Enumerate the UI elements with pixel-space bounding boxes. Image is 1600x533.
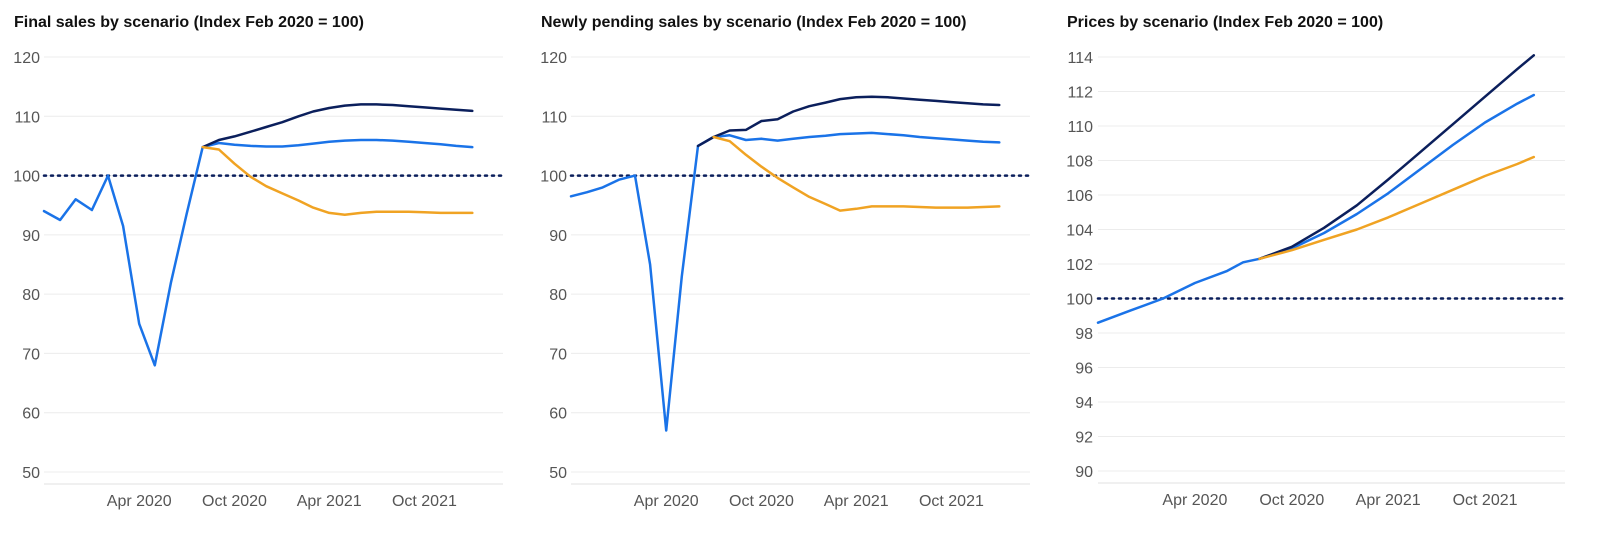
y-tick-label: 50 bbox=[22, 465, 40, 482]
x-tick-label: Oct 2021 bbox=[1453, 492, 1518, 509]
y-tick-label: 100 bbox=[540, 169, 567, 186]
series-line bbox=[201, 103, 474, 149]
chart-title: Final sales by scenario (Index Feb 2020 … bbox=[14, 14, 364, 31]
newly-pending-sales-chart: Newly pending sales by scenario (Index F… bbox=[527, 0, 1047, 533]
series-line bbox=[1258, 155, 1536, 261]
series-line bbox=[696, 95, 1001, 148]
prices-plot: 90 92 94 96 98 100 102 104 106 108 110 112 114 Apr 20… bbox=[1066, 50, 1567, 509]
y-tick-label: 106 bbox=[1066, 188, 1093, 205]
x-tick-label: Oct 2020 bbox=[729, 493, 794, 510]
y-tick-label: 90 bbox=[1075, 464, 1093, 481]
x-tick-label: Oct 2021 bbox=[919, 493, 984, 510]
series-line bbox=[201, 145, 474, 216]
y-tick-label: 80 bbox=[22, 287, 40, 304]
y-tick-label: 112 bbox=[1067, 85, 1093, 102]
y-tick-label: 80 bbox=[549, 287, 567, 304]
y-tick-label: 90 bbox=[22, 228, 40, 245]
x-tick-label: Oct 2021 bbox=[392, 493, 457, 510]
y-tick-label: 104 bbox=[1066, 223, 1093, 240]
y-tick-label: 110 bbox=[1067, 119, 1093, 136]
y-tick-label: 92 bbox=[1075, 430, 1093, 447]
newly-pending-sales-plot: 50 60 70 80 90 100 110 120 Apr 2020 Oct 2020 Apr 2… bbox=[540, 50, 1032, 510]
chart-title: Prices by scenario (Index Feb 2020 = 100… bbox=[1067, 14, 1384, 31]
series-line bbox=[569, 131, 1001, 432]
prices-chart: Prices by scenario (Index Feb 2020 = 100… bbox=[1053, 0, 1583, 533]
y-tick-label: 120 bbox=[540, 50, 567, 67]
y-tick-label: 114 bbox=[1067, 50, 1093, 67]
x-tick-label: Apr 2020 bbox=[107, 493, 172, 510]
series-line bbox=[1258, 54, 1536, 261]
x-tick-label: Oct 2020 bbox=[1259, 492, 1324, 509]
y-tick-label: 100 bbox=[1066, 292, 1093, 309]
series-line bbox=[42, 138, 474, 367]
x-tick-label: Apr 2021 bbox=[1356, 492, 1421, 509]
final-sales-chart: Final sales by scenario (Index Feb 2020 … bbox=[0, 0, 520, 533]
x-tick-label: Oct 2020 bbox=[202, 493, 267, 510]
y-tick-label: 120 bbox=[13, 50, 40, 67]
x-tick-label: Apr 2021 bbox=[824, 493, 889, 510]
y-tick-label: 70 bbox=[549, 346, 567, 363]
y-tick-label: 110 bbox=[14, 109, 40, 126]
y-tick-label: 98 bbox=[1075, 326, 1093, 343]
series-line bbox=[1096, 93, 1536, 324]
y-tick-label: 60 bbox=[549, 406, 567, 423]
series-line bbox=[712, 135, 1001, 212]
y-tick-label: 110 bbox=[541, 109, 567, 126]
y-tick-label: 90 bbox=[549, 228, 567, 245]
y-tick-label: 102 bbox=[1066, 257, 1093, 274]
x-tick-label: Apr 2020 bbox=[1162, 492, 1227, 509]
y-tick-label: 96 bbox=[1075, 361, 1093, 378]
y-tick-label: 70 bbox=[22, 346, 40, 363]
y-tick-label: 108 bbox=[1066, 154, 1093, 171]
y-tick-label: 60 bbox=[22, 406, 40, 423]
final-sales-plot: 50 60 70 80 90 100 110 120 Apr 2020 Oct 2020 Apr 2… bbox=[13, 50, 505, 510]
chart-title: Newly pending sales by scenario (Index F… bbox=[541, 14, 967, 31]
y-tick-label: 50 bbox=[549, 465, 567, 482]
y-tick-label: 94 bbox=[1075, 395, 1093, 412]
x-tick-label: Apr 2021 bbox=[297, 493, 362, 510]
x-tick-label: Apr 2020 bbox=[634, 493, 699, 510]
y-tick-label: 100 bbox=[13, 169, 40, 186]
